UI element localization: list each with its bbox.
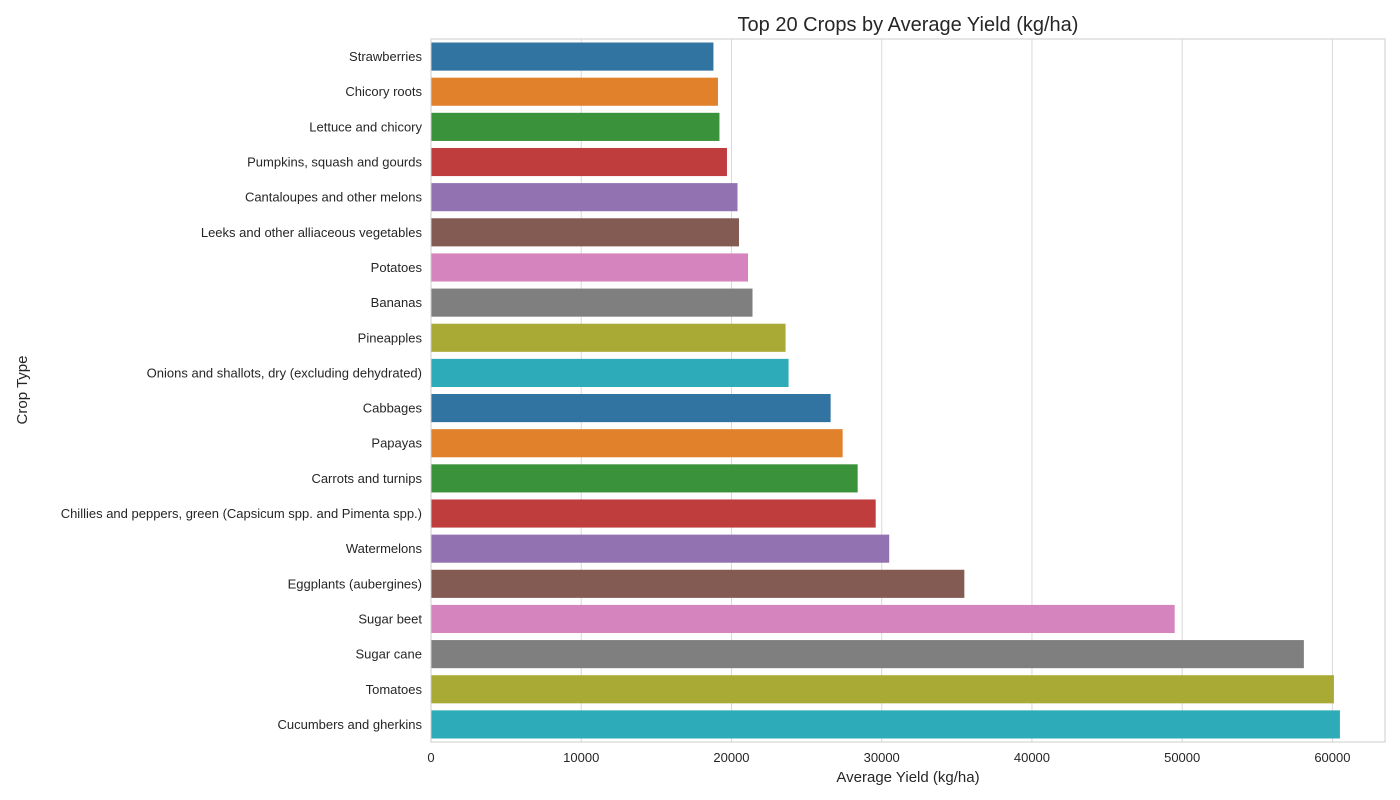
x-axis-ticks: 0 10000 20000 30000 40000 50000 60000 xyxy=(427,750,1350,765)
grid-lines xyxy=(430,39,1333,742)
y-tick-label: Watermelons xyxy=(346,541,423,556)
bar xyxy=(431,394,831,423)
bar xyxy=(431,569,965,598)
bar xyxy=(431,112,720,141)
y-tick-label: Eggplants (aubergines) xyxy=(288,576,422,591)
bar xyxy=(431,77,718,106)
x-tick-label: 50000 xyxy=(1164,750,1200,765)
y-tick-label: Cucumbers and gherkins xyxy=(277,717,422,732)
plot-area-frame xyxy=(430,38,1386,743)
y-tick-label: Pineapples xyxy=(358,330,423,345)
y-axis-label: Crop Type xyxy=(14,356,31,425)
x-axis-label: Average Yield (kg/ha) xyxy=(836,769,979,786)
y-tick-label: Bananas xyxy=(371,295,423,310)
bar xyxy=(431,499,876,528)
chart-title: Top 20 Crops by Average Yield (kg/ha) xyxy=(738,14,1079,36)
y-tick-label: Leeks and other alliaceous vegetables xyxy=(201,225,423,240)
y-tick-label: Chicory roots xyxy=(345,84,422,99)
bar xyxy=(431,358,789,387)
bar xyxy=(431,464,858,493)
y-tick-label: Cabbages xyxy=(363,401,423,416)
bar xyxy=(431,710,1340,739)
y-tick-label: Potatoes xyxy=(371,260,423,275)
y-axis-ticks: Strawberries Chicory roots Lettuce and chi… xyxy=(61,49,423,732)
bars xyxy=(431,42,1340,739)
bar xyxy=(431,534,890,563)
bar xyxy=(431,429,843,458)
y-tick-label: Tomatoes xyxy=(366,682,423,697)
y-tick-label: Strawberries xyxy=(349,49,422,64)
y-tick-label: Carrots and turnips xyxy=(311,471,422,486)
x-tick-label: 30000 xyxy=(864,750,900,765)
x-tick-label: 10000 xyxy=(563,750,599,765)
bar xyxy=(431,42,714,71)
bar xyxy=(431,675,1334,704)
x-tick-label: 20000 xyxy=(713,750,749,765)
x-tick-label: 0 xyxy=(427,750,434,765)
y-tick-label: Sugar beet xyxy=(358,611,422,626)
bar xyxy=(431,218,739,247)
bar xyxy=(431,323,786,352)
y-tick-label: Onions and shallots, dry (excluding dehy… xyxy=(147,365,422,380)
bar xyxy=(431,147,727,177)
bar xyxy=(431,253,748,282)
x-tick-label: 40000 xyxy=(1014,750,1050,765)
bar xyxy=(431,183,738,212)
bar xyxy=(431,604,1175,634)
y-tick-label: Papayas xyxy=(371,436,422,451)
y-tick-label: Pumpkins, squash and gourds xyxy=(247,155,422,170)
bar xyxy=(431,640,1304,669)
bar xyxy=(431,288,753,317)
y-tick-label: Sugar cane xyxy=(356,647,423,662)
y-tick-label: Chillies and peppers, green (Capsicum sp… xyxy=(61,506,422,521)
x-tick-label: 60000 xyxy=(1314,750,1350,765)
y-tick-label: Lettuce and chicory xyxy=(309,119,422,134)
y-tick-label: Cantaloupes and other melons xyxy=(245,190,423,205)
